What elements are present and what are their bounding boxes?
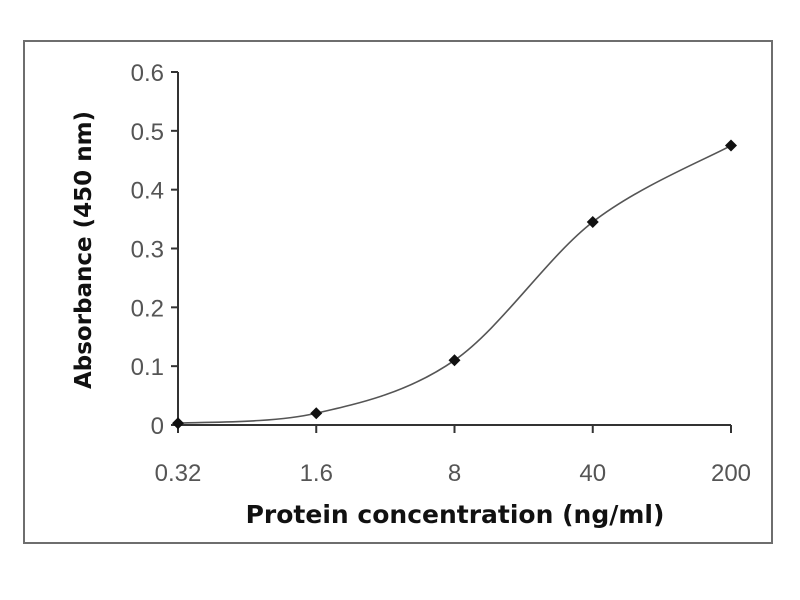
- y-tick-label: 0.2: [131, 295, 164, 322]
- data-point: [172, 417, 184, 430]
- y-tick-label: 0.1: [131, 354, 164, 381]
- x-tick-label: 200: [711, 460, 751, 487]
- x-axis-label: Protein concentration (ng/ml): [246, 500, 665, 529]
- series-line: [177, 144, 732, 425]
- data-point: [310, 407, 323, 420]
- data-point: [725, 139, 737, 152]
- y-tick-label: 0: [151, 413, 164, 440]
- chart-frame: [23, 40, 773, 544]
- data-point: [586, 216, 599, 229]
- x-tick-label: 40: [579, 460, 606, 487]
- data-point: [448, 354, 461, 367]
- x-tick-label: 1.6: [300, 460, 333, 487]
- x-tick-label: 8: [448, 460, 461, 487]
- y-tick-label: 0.6: [131, 60, 164, 87]
- y-axis-label: Absorbance (450 nm): [71, 111, 97, 389]
- y-tick-label: 0.3: [131, 237, 164, 264]
- y-tick-label: 0.4: [131, 178, 164, 205]
- y-tick-label: 0.5: [131, 119, 164, 146]
- x-tick-label: 0.32: [155, 460, 202, 487]
